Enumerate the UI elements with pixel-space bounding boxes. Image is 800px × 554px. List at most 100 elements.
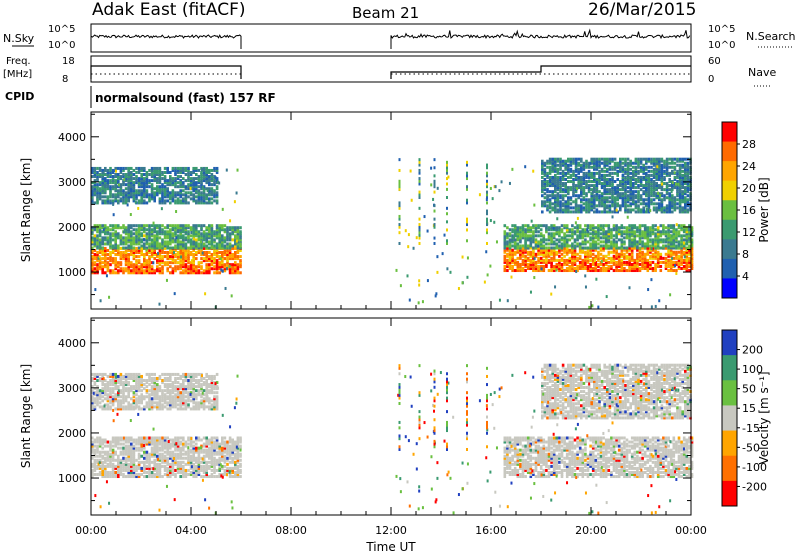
echo-cell (532, 248, 535, 252)
echo-cell (140, 226, 143, 230)
echo-cell (176, 230, 180, 234)
echo-cell (632, 184, 635, 188)
echo-cell (119, 236, 123, 240)
echo-cell (630, 238, 634, 242)
echo-cell (127, 253, 130, 257)
echo-cell (140, 271, 143, 275)
echo-cell (569, 188, 573, 192)
echo-cell (433, 158, 436, 162)
echo-cell (664, 230, 668, 234)
echo-cell (633, 224, 637, 228)
echo-cell (643, 262, 647, 266)
echo-cell (202, 242, 206, 246)
echo-cell (195, 234, 198, 238)
echo-cell (672, 224, 676, 228)
echo-cell (171, 189, 175, 193)
echo-cell (630, 254, 634, 258)
echo-cell (187, 175, 190, 179)
echo-cell (639, 167, 643, 171)
echo-cell (418, 168, 421, 172)
echo-cell (135, 446, 138, 450)
echo-cell (612, 260, 616, 264)
echo-cell (135, 175, 138, 179)
echo-cell (143, 242, 146, 246)
echo-cell (135, 179, 138, 183)
echo-cell (641, 242, 644, 246)
echo-cell (555, 262, 559, 266)
echo-cell (554, 175, 557, 179)
echo-cell (560, 269, 564, 273)
echo-cell (506, 242, 509, 246)
echo-cell (532, 267, 535, 271)
echo-cell (150, 460, 154, 464)
echo-cell (593, 163, 596, 167)
echo-cell (624, 180, 627, 184)
echo-cell (541, 202, 544, 206)
echo-cell (171, 226, 175, 230)
echo-cell (156, 189, 159, 193)
echo-cell (96, 246, 99, 250)
echo-cell (137, 242, 141, 246)
echo-cell (117, 201, 120, 205)
echo-cell (539, 250, 543, 254)
echo-cell (140, 199, 143, 203)
echo-cell (166, 199, 169, 203)
echo-cell (571, 256, 574, 260)
echo-cell (221, 238, 224, 242)
echo-cell (564, 204, 567, 208)
echo-cell (150, 246, 154, 250)
echo-cell (93, 224, 97, 228)
echo-cell (647, 192, 651, 196)
echo-cell (616, 204, 619, 208)
echo-cell (620, 234, 624, 238)
echo-cell (673, 186, 677, 190)
echo-cell (678, 180, 682, 184)
echo-cell (641, 258, 644, 262)
echo-cell (633, 260, 637, 264)
echo-cell (226, 263, 229, 267)
echo-cell (632, 202, 635, 206)
echo-cell (595, 165, 599, 169)
echo-cell (624, 175, 627, 179)
echo-cell (210, 183, 214, 187)
echo-cell (130, 242, 133, 246)
echo-cell (665, 190, 669, 194)
echo-cell (591, 258, 595, 262)
echo-cell (686, 210, 690, 214)
echo-cell (163, 179, 167, 183)
echo-cell (148, 475, 151, 479)
echo-cell (539, 246, 543, 250)
echo-cell (582, 167, 586, 171)
echo-cell (101, 240, 104, 244)
echo-cell (642, 200, 645, 204)
echo-cell (587, 198, 591, 202)
echo-cell (166, 193, 169, 197)
echo-cell (503, 244, 507, 248)
echo-cell (659, 264, 663, 268)
echo-cell (526, 234, 530, 238)
echo-cell (561, 161, 565, 165)
echo-cell (591, 226, 595, 230)
echo-cell (150, 244, 154, 248)
echo-cell (96, 448, 99, 452)
echo-cell (130, 271, 133, 275)
echo-cell (585, 202, 588, 206)
echo-cell (119, 242, 123, 246)
echo-cell (607, 260, 611, 264)
echo-cell (98, 438, 102, 442)
echo-cell (539, 258, 543, 262)
echo-cell (611, 180, 614, 184)
echo-cell (548, 169, 552, 173)
echo-cell (577, 161, 580, 165)
echo-cell (615, 242, 618, 246)
echo-cell (677, 267, 681, 271)
echo-cell (571, 224, 574, 228)
echo-cell (93, 257, 97, 261)
echo-cell (578, 246, 582, 250)
echo-cell (150, 183, 154, 187)
echo-cell (529, 234, 533, 238)
echo-cell (616, 165, 619, 169)
echo-cell (101, 175, 104, 179)
echo-cell (663, 177, 666, 181)
echo-cell (179, 265, 182, 269)
